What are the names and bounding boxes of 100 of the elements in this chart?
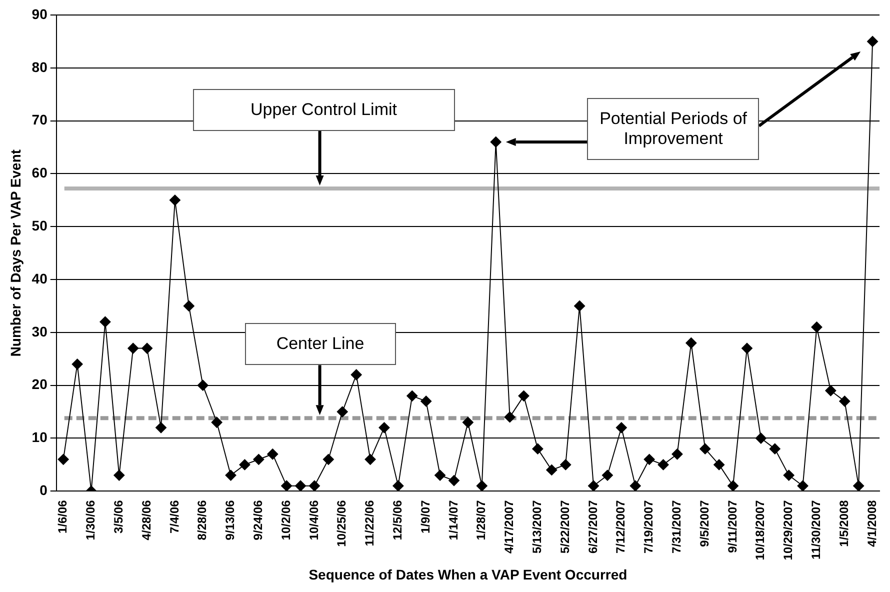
point bbox=[239, 459, 250, 470]
x-tick-label: 12/5/06 bbox=[390, 500, 404, 540]
x-tick-label: 3/5/06 bbox=[111, 500, 126, 534]
x-tick-label: 7/12/2007 bbox=[614, 500, 628, 554]
x-tick-label: 7/19/2007 bbox=[642, 500, 656, 554]
point bbox=[560, 459, 572, 470]
point bbox=[839, 396, 850, 407]
point bbox=[128, 342, 139, 354]
x-tick-label: 10/18/2007 bbox=[753, 500, 768, 560]
point bbox=[867, 36, 878, 47]
x-tick-label: 11/30/2007 bbox=[809, 500, 824, 560]
point bbox=[797, 480, 808, 492]
x-tick-label: 6/27/2007 bbox=[586, 500, 600, 554]
point bbox=[811, 322, 822, 333]
point bbox=[630, 480, 641, 492]
y-tick-label: 40 bbox=[32, 270, 48, 286]
point bbox=[532, 443, 544, 454]
point bbox=[225, 470, 236, 481]
point bbox=[169, 194, 180, 206]
point bbox=[476, 480, 488, 492]
point bbox=[142, 342, 153, 354]
x-tick-label: 8/28/06 bbox=[195, 500, 210, 540]
x-tick-label: 1/5/2008 bbox=[836, 500, 851, 547]
x-tick-label: 9/11/2007 bbox=[725, 500, 740, 553]
y-tick-label: 70 bbox=[32, 112, 48, 128]
x-tick-label: 7/31/2007 bbox=[670, 500, 684, 554]
point bbox=[448, 475, 460, 486]
x-axis-title: Sequence of Dates When a VAP Event Occurred bbox=[308, 566, 628, 582]
y-tick-label: 0 bbox=[40, 482, 48, 498]
point bbox=[308, 480, 320, 492]
x-tick-label: 4/1/2008 bbox=[864, 500, 879, 547]
point bbox=[434, 470, 446, 481]
point bbox=[462, 416, 474, 428]
x-tick-label: 1/9/07 bbox=[418, 500, 432, 534]
text-box: Upper Control Limit bbox=[192, 88, 455, 131]
point bbox=[672, 448, 683, 460]
x-tick-label: 11/22/06 bbox=[362, 500, 377, 546]
x-tick-label: 1/14/07 bbox=[446, 500, 460, 540]
x-tick-label: 1/30/06 bbox=[84, 500, 98, 540]
text-box: Center Line bbox=[244, 323, 396, 366]
x-tick-label: 10/25/06 bbox=[334, 500, 349, 547]
x-tick-label: 4/28/06 bbox=[139, 500, 154, 540]
point bbox=[58, 454, 69, 465]
point bbox=[253, 454, 264, 465]
point bbox=[700, 443, 711, 454]
point bbox=[588, 480, 600, 492]
point bbox=[295, 480, 306, 492]
y-tick-label: 90 bbox=[32, 6, 48, 22]
point bbox=[350, 369, 362, 380]
point bbox=[183, 300, 194, 312]
point bbox=[420, 396, 432, 407]
point bbox=[490, 136, 502, 148]
point bbox=[156, 422, 167, 434]
point bbox=[392, 480, 404, 492]
point bbox=[336, 406, 348, 418]
x-tick-label: 4/17/2007 bbox=[502, 500, 516, 554]
x-tick-label: 1/28/07 bbox=[474, 500, 488, 540]
point bbox=[658, 459, 669, 470]
point bbox=[728, 480, 739, 492]
y-tick-label: 50 bbox=[32, 217, 48, 234]
point bbox=[602, 470, 613, 481]
point bbox=[755, 432, 766, 444]
point bbox=[100, 316, 111, 328]
y-tick-label: 10 bbox=[32, 429, 48, 446]
point bbox=[364, 454, 376, 465]
x-tick-label: 9/24/06 bbox=[250, 500, 265, 540]
point bbox=[267, 448, 278, 460]
point bbox=[769, 443, 780, 454]
y-tick-label: 30 bbox=[32, 323, 48, 340]
point bbox=[616, 422, 627, 434]
point bbox=[853, 480, 864, 492]
x-tick-label: 9/5/2007 bbox=[697, 500, 712, 547]
y-tick-label: 20 bbox=[32, 376, 48, 392]
x-tick-label: 1/6/06 bbox=[56, 500, 70, 534]
point bbox=[741, 342, 752, 354]
point bbox=[546, 464, 558, 476]
point bbox=[504, 412, 516, 423]
point bbox=[644, 454, 655, 465]
point bbox=[211, 416, 222, 428]
x-tick-label: 7/4/06 bbox=[167, 500, 182, 534]
text-box: Potential Periods of Improvement bbox=[587, 98, 760, 160]
x-tick-label: 10/4/06 bbox=[306, 500, 321, 540]
x-tick-label: 9/13/06 bbox=[223, 500, 238, 540]
point bbox=[825, 385, 836, 396]
x-tick-label: 5/13/2007 bbox=[530, 500, 544, 554]
point bbox=[322, 454, 334, 465]
point bbox=[686, 338, 697, 349]
x-tick-label: 10/29/2007 bbox=[781, 500, 796, 560]
point bbox=[783, 470, 794, 481]
point bbox=[714, 459, 725, 470]
point bbox=[406, 390, 418, 402]
x-tick-label: 10/2/06 bbox=[278, 500, 293, 540]
point bbox=[574, 300, 586, 312]
y-tick-label: 60 bbox=[32, 164, 48, 181]
point bbox=[281, 480, 292, 492]
y-tick-label: 80 bbox=[32, 58, 48, 75]
point bbox=[197, 380, 208, 391]
point bbox=[114, 470, 125, 481]
y-axis-title: Number of Days Per VAP Event bbox=[7, 149, 24, 357]
point bbox=[72, 358, 83, 370]
